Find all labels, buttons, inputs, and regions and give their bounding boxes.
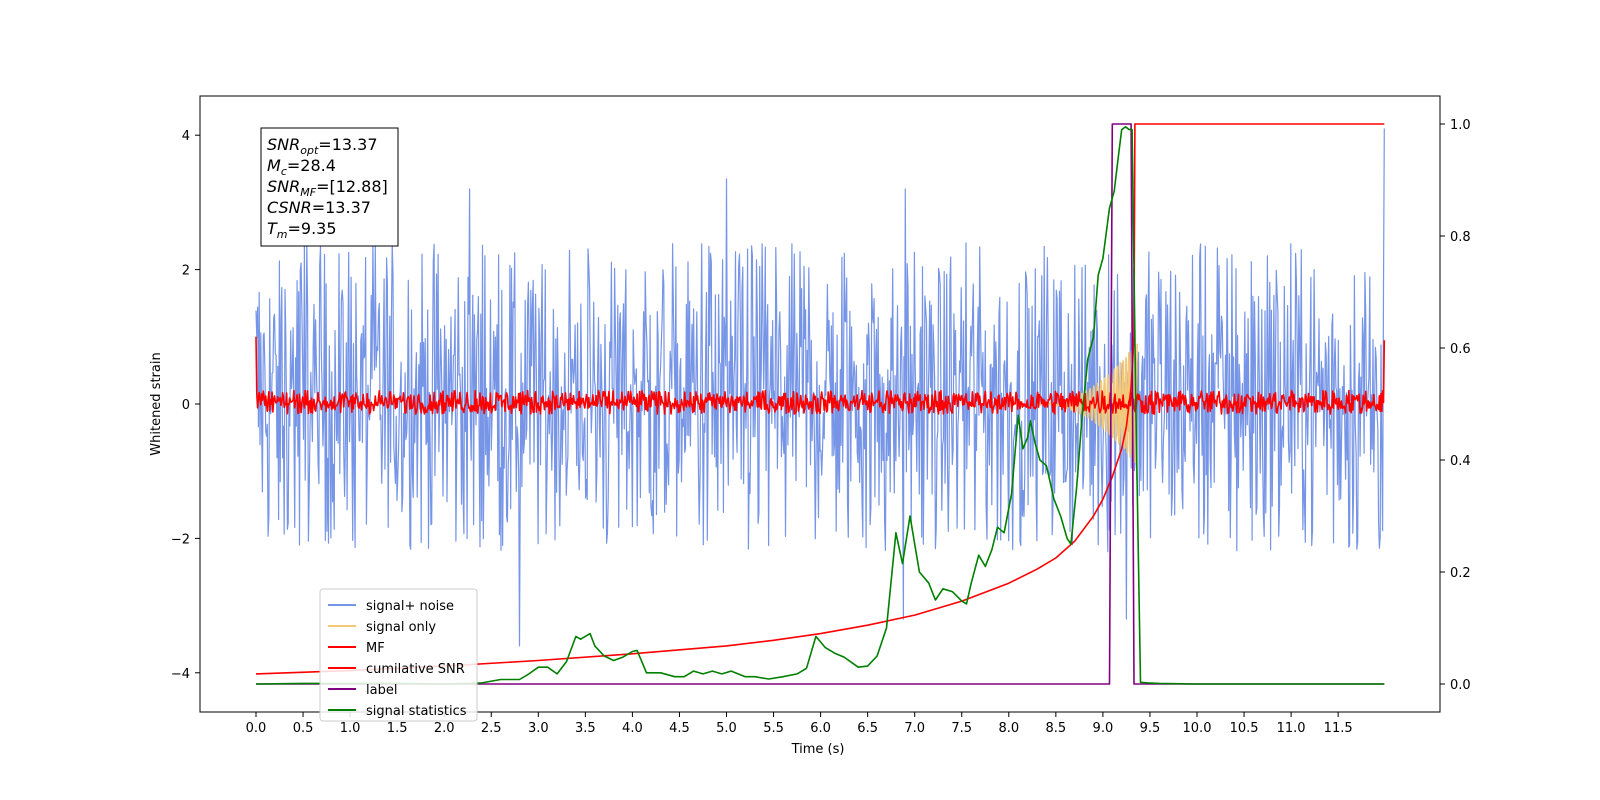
legend-label-mf: MF [366,641,385,656]
annotation-value: =9.35 [288,219,337,238]
x-tick-label: 8.5 [1046,721,1067,736]
legend-label-signal-only: signal only [366,620,436,635]
y2-tick-label: 0.8 [1450,230,1471,245]
legend-label-signal-statistics: signal statistics [366,704,467,719]
legend-label-label: label [366,683,397,698]
x-axis: 0.0 0.5 1.0 1.5 2.0 2.5 3.0 3.5 4.0 4.5 5.0 5.5 6.0 6… [246,712,1353,736]
x-tick-label: 3.5 [575,721,596,736]
x-tick-label: 1.5 [387,721,408,736]
legend: signal+ noise signal only MF cumilative SNR… [319,588,478,722]
annotation-subscript: MF [300,186,316,199]
annotation-symbol: CSNR [267,198,312,217]
annotation-symbol: SNR [267,135,300,154]
x-tick-label: 8.0 [998,721,1019,736]
x-tick-label: 10.0 [1183,721,1212,736]
x-tick-label: 6.0 [810,721,831,736]
annotation-subscript: opt [300,144,319,157]
x-tick-label: 3.0 [528,721,549,736]
annotation-symbol: M [267,156,281,175]
annotation-line: SNRopt=13.37 [267,135,378,157]
plot-area [255,123,1386,685]
annotation-subscript: m [277,228,288,241]
legend-label-cumilative-snr: cumilative SNR [366,662,465,677]
x-tick-label: 4.5 [669,721,690,736]
y2-tick-label: 0.4 [1450,454,1471,469]
annotation-line: SNRMF=[12.88] [267,177,388,199]
x-axis-label: Time (s) [791,742,845,757]
y-tick-label: −2 [171,532,190,547]
annotation-symbol: SNR [267,177,300,196]
x-tick-label: 0.0 [246,721,267,736]
x-tick-label: 11.0 [1277,721,1306,736]
x-tick-label: 6.5 [857,721,878,736]
x-tick-label: 9.0 [1093,721,1114,736]
x-tick-label: 2.0 [434,721,455,736]
series-line-mf [255,336,1386,415]
x-tick-label: 2.5 [481,721,502,736]
y2-tick-label: 0.0 [1450,678,1471,693]
x-tick-label: 0.5 [293,721,314,736]
annotation-line: CSNR=13.37 [267,198,371,217]
y-tick-label: 2 [182,264,190,279]
x-tick-label: 1.0 [340,721,361,736]
annotation-value: =13.37 [312,198,371,217]
y-axis-left: 4 2 0 −2 −4 [171,129,200,682]
annotation-value: =13.37 [318,135,377,154]
series-line-cumilative-snr [255,123,1385,675]
x-tick-label: 5.5 [763,721,784,736]
annotation-subscript: c [281,165,287,178]
x-tick-label: 7.0 [904,721,925,736]
y-axis-right: 1.0 0.8 0.6 0.4 0.2 0.0 [1440,118,1471,693]
x-tick-label: 10.5 [1230,721,1259,736]
x-tick-label: 11.5 [1324,721,1353,736]
series-line-signal-statistics [255,126,1385,685]
y-axis-label: Whitened strain [149,352,164,455]
annotation-value: =[12.88] [316,177,388,196]
annotation-box: SNRopt=13.37Mc=28.4SNRMF=[12.88]CSNR=13.… [260,127,399,247]
legend-label-signal-noise: signal+ noise [366,599,454,614]
y2-tick-label: 0.6 [1450,342,1471,357]
y2-tick-label: 1.0 [1450,118,1471,133]
annotation-line: Tm=9.35 [267,219,337,241]
y-tick-label: 0 [182,398,190,413]
x-tick-label: 9.5 [1140,721,1161,736]
y-tick-label: 4 [182,129,190,144]
series-line-signal-noise [255,128,1385,647]
annotation-frame [260,127,399,247]
x-tick-label: 4.0 [622,721,643,736]
annotation-symbol: T [267,219,278,238]
x-tick-label: 7.5 [951,721,972,736]
y-tick-label: −4 [171,667,190,682]
legend-frame [319,588,478,722]
annotation-line: Mc=28.4 [267,156,336,178]
x-tick-label: 5.0 [716,721,737,736]
annotation-value: =28.4 [287,156,336,175]
y2-tick-label: 0.2 [1450,566,1471,581]
